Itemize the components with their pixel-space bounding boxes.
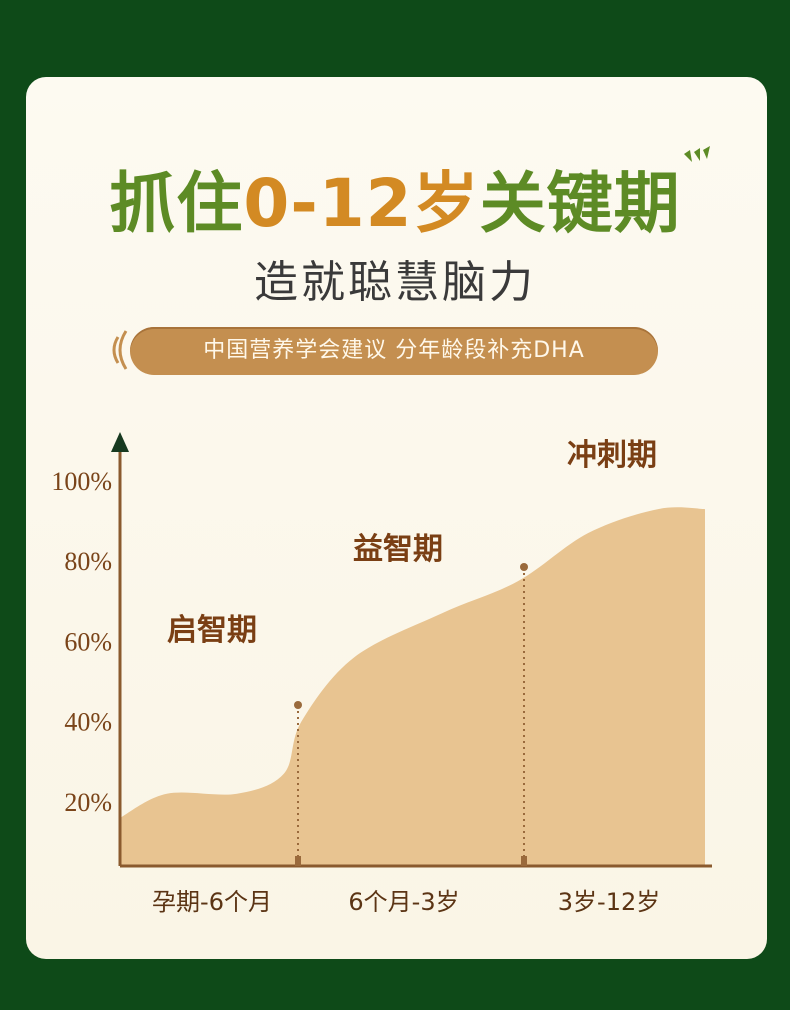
x-category-label: 3岁-12岁 — [558, 888, 660, 916]
y-tick-label: 40% — [64, 708, 112, 737]
headline-part-2: 0-12岁 — [243, 165, 480, 242]
y-tick-label: 100% — [51, 467, 112, 496]
phase-label: 启智期 — [167, 613, 257, 648]
phase-label: 益智期 — [353, 532, 443, 567]
banner-text: 中国营养学会建议 分年龄段补充DHA — [203, 338, 585, 363]
x-axis-tick — [521, 856, 527, 866]
phase-boundary-dot — [520, 563, 528, 571]
y-tick-label: 60% — [64, 627, 112, 656]
headline-title: 抓住0-12岁关键期 — [0, 150, 790, 246]
sparkle-icon — [684, 146, 710, 162]
x-axis-tick — [295, 856, 301, 866]
sound-wave-icon — [112, 330, 128, 370]
phase-boundary-dot — [294, 701, 302, 709]
subtitle: 造就聪慧脑力 — [254, 257, 536, 308]
y-axis-arrow-icon — [111, 432, 129, 452]
y-tick-label: 20% — [64, 788, 112, 817]
phase-label: 冲刺期 — [567, 438, 657, 473]
headline-part-3: 关键期 — [479, 165, 681, 242]
x-category-label: 6个月-3岁 — [348, 888, 459, 916]
recommendation-banner: 中国营养学会建议 分年龄段补充DHA — [130, 327, 658, 375]
headline-part-1: 抓住 — [109, 165, 244, 242]
development-area — [120, 507, 705, 866]
x-category-label: 孕期-6个月 — [152, 888, 272, 916]
y-tick-label: 80% — [64, 547, 112, 576]
